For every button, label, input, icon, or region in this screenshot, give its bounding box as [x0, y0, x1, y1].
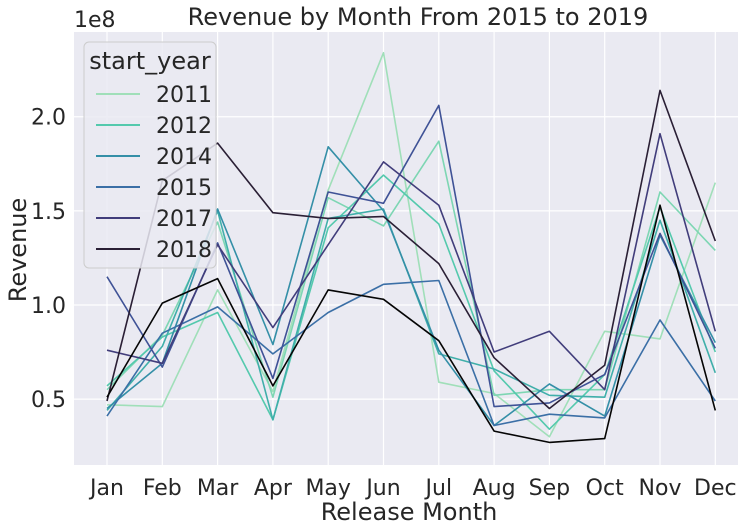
legend-label: 2011 — [156, 83, 212, 108]
legend-label: 2018 — [156, 238, 212, 263]
x-tick-label: Apr — [254, 476, 293, 501]
x-tick-label: Dec — [694, 476, 737, 501]
x-tick-label: Feb — [143, 476, 182, 501]
x-tick-label: Aug — [473, 476, 516, 501]
y-tick-label: 0.5 — [31, 388, 66, 413]
y-tick-label: 1.5 — [31, 200, 66, 225]
series-line-9 — [106, 204, 717, 444]
x-tick-label: Jan — [88, 476, 124, 501]
y-axis-label: Revenue — [4, 198, 32, 303]
x-tick-label: Oct — [586, 476, 624, 501]
series-line-0 — [106, 51, 717, 438]
x-tick-label: Sep — [529, 476, 570, 501]
legend-label: 2014 — [156, 145, 212, 170]
y-tick-label: 1.0 — [31, 294, 66, 319]
legend-label: 2012 — [156, 114, 212, 139]
legend-title: start_year — [89, 47, 211, 75]
x-tick-label: Nov — [639, 476, 682, 501]
legend-box — [83, 41, 217, 269]
x-tick-label: May — [305, 476, 350, 501]
x-tick-label: Jun — [364, 476, 400, 501]
legend-label: 2015 — [156, 176, 212, 201]
x-tick-label: Jul — [424, 476, 453, 501]
y-tick-label: 2.0 — [31, 106, 66, 131]
legend: start_year 2011 2012 2014 2015 2017 2018 — [83, 41, 217, 269]
x-tick-label: Mar — [197, 476, 239, 501]
x-axis-label: Release Month — [321, 498, 498, 526]
y-offset-text: 1e8 — [74, 8, 116, 33]
chart-title: Revenue by Month From 2015 to 2019 — [188, 3, 649, 31]
legend-label: 2017 — [156, 207, 212, 232]
tick-labels: Jan Feb Mar Apr May Jun Jul Aug Sep Oct Nov Dec 0.5 1… — [31, 106, 737, 501]
